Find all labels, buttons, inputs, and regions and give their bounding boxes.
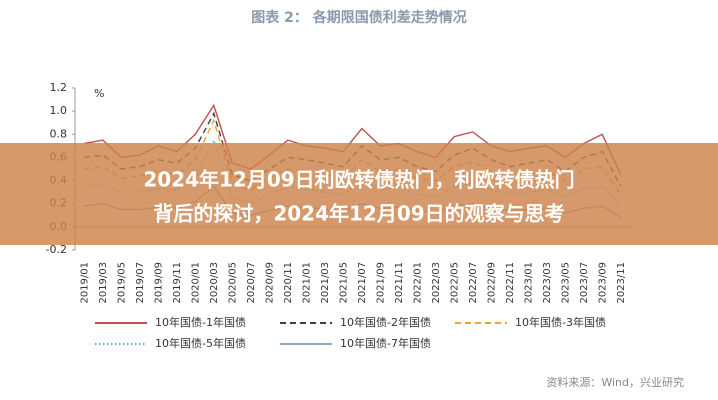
x-tick-label: 2019/09 [153,262,164,304]
y-tick-label: 0.8 [50,127,68,140]
y-tick-label: 1.2 [50,81,68,94]
x-tick-label: 2023/07 [579,262,590,304]
overlay-text: 2024年12月09日利欧转债热门，利欧转债热门 [143,168,574,192]
x-tick-label: 2021/11 [394,262,405,304]
legend-label: 10年国债-2年国债 [340,315,431,329]
legend-label: 10年国债-7年国债 [340,336,431,350]
x-tick-label: 2022/03 [431,262,442,304]
y-unit: % [94,87,104,100]
y-tick-label: 1.0 [50,104,68,117]
x-tick-label: 2023/03 [542,262,553,304]
x-tick-label: 2020/09 [264,262,275,304]
x-tick-label: 2022/05 [449,262,460,304]
x-tick-label: 2020/05 [227,262,238,304]
x-tick-label: 2022/11 [505,262,516,304]
x-tick-label: 2023/09 [597,262,608,304]
x-tick-label: 2019/07 [135,262,146,304]
legend-label: 10年国债-1年国债 [155,315,246,329]
x-tick-label: 2019/03 [98,262,109,304]
x-tick-label: 2022/07 [468,262,479,304]
legend-label: 10年国债-5年国债 [155,336,246,350]
x-tick-label: 2019/11 [172,262,183,304]
overlay-text: 背后的探讨，2024年12月09日的观察与思考 [153,202,564,226]
x-tick-label: 2021/07 [357,262,368,304]
x-tick-label: 2023/11 [616,262,627,304]
chart-title: 图表 2： 各期限国债利差走势情况 [251,9,467,26]
source: 资料来源：Wind，兴业研究 [546,375,684,389]
x-tick-label: 2021/09 [375,262,386,304]
x-tick-label: 2021/01 [301,262,312,304]
overlay-banner [0,143,718,245]
x-tick-label: 2020/01 [190,262,201,304]
x-tick-label: 2021/05 [338,262,349,304]
x-tick-label: 2023/01 [523,262,534,304]
x-tick-label: 2019/05 [116,262,127,304]
x-tick-label: 2020/11 [283,262,294,304]
legend-label: 10年国债-3年国债 [515,315,606,329]
x-tick-label: 2022/09 [486,262,497,304]
x-tick-label: 2020/03 [209,262,220,304]
x-tick-label: 2022/01 [412,262,423,304]
x-tick-label: 2020/07 [246,262,257,304]
x-tick-label: 2021/03 [320,262,331,304]
x-tick-label: 2019/01 [79,262,90,304]
y-tick-label: -0.2 [46,243,67,256]
x-tick-label: 2023/05 [560,262,571,304]
